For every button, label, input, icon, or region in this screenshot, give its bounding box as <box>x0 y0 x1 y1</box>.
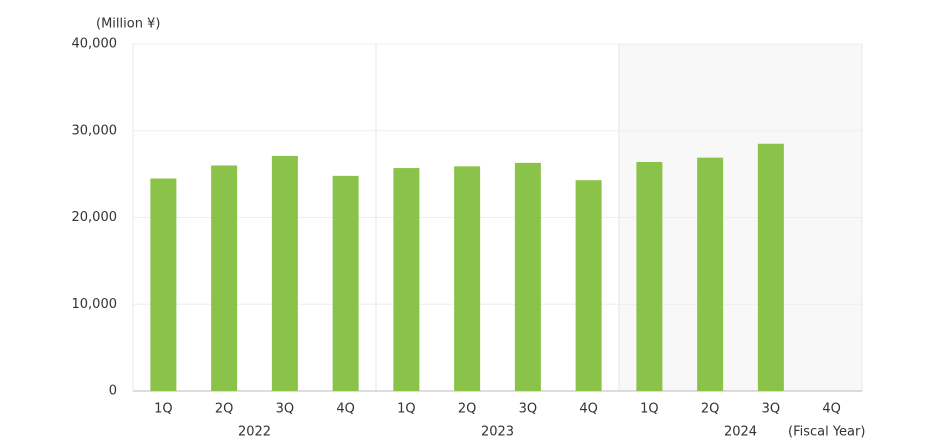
x-tick-label: 2Q <box>215 402 234 417</box>
x-tick-label: 1Q <box>640 402 659 417</box>
y-tick-label: 30,000 <box>72 123 118 138</box>
bar <box>575 180 602 391</box>
bar <box>454 166 481 391</box>
x-tick-label: 2Q <box>458 402 477 417</box>
bar <box>271 155 298 391</box>
x-unit-label: (Fiscal Year) <box>788 425 865 440</box>
x-tick-label: 1Q <box>154 402 173 417</box>
group-label: 2022 <box>238 425 271 440</box>
x-tick-label: 1Q <box>397 402 416 417</box>
x-tick-label: 3Q <box>276 402 295 417</box>
x-tick-label: 3Q <box>519 402 538 417</box>
y-tick-label: 40,000 <box>72 37 118 52</box>
bar <box>636 161 663 391</box>
y-tick-label: 20,000 <box>72 210 118 225</box>
bar <box>150 178 177 391</box>
y-tick-label: 0 <box>109 384 117 399</box>
bar <box>757 143 784 391</box>
x-tick-label: 2Q <box>701 402 720 417</box>
x-tick-label: 4Q <box>579 402 598 417</box>
bar <box>332 175 359 391</box>
bar <box>393 168 420 391</box>
group-label: 2023 <box>481 425 514 440</box>
x-tick-label: 4Q <box>336 402 355 417</box>
x-tick-label: 4Q <box>822 402 841 417</box>
y-unit-label: (Million ¥) <box>96 17 160 32</box>
group-label: 2024 <box>724 425 757 440</box>
bar <box>211 165 238 391</box>
bar <box>514 162 541 391</box>
y-tick-label: 10,000 <box>72 297 118 312</box>
x-tick-label: 3Q <box>762 402 781 417</box>
bar <box>697 157 724 391</box>
